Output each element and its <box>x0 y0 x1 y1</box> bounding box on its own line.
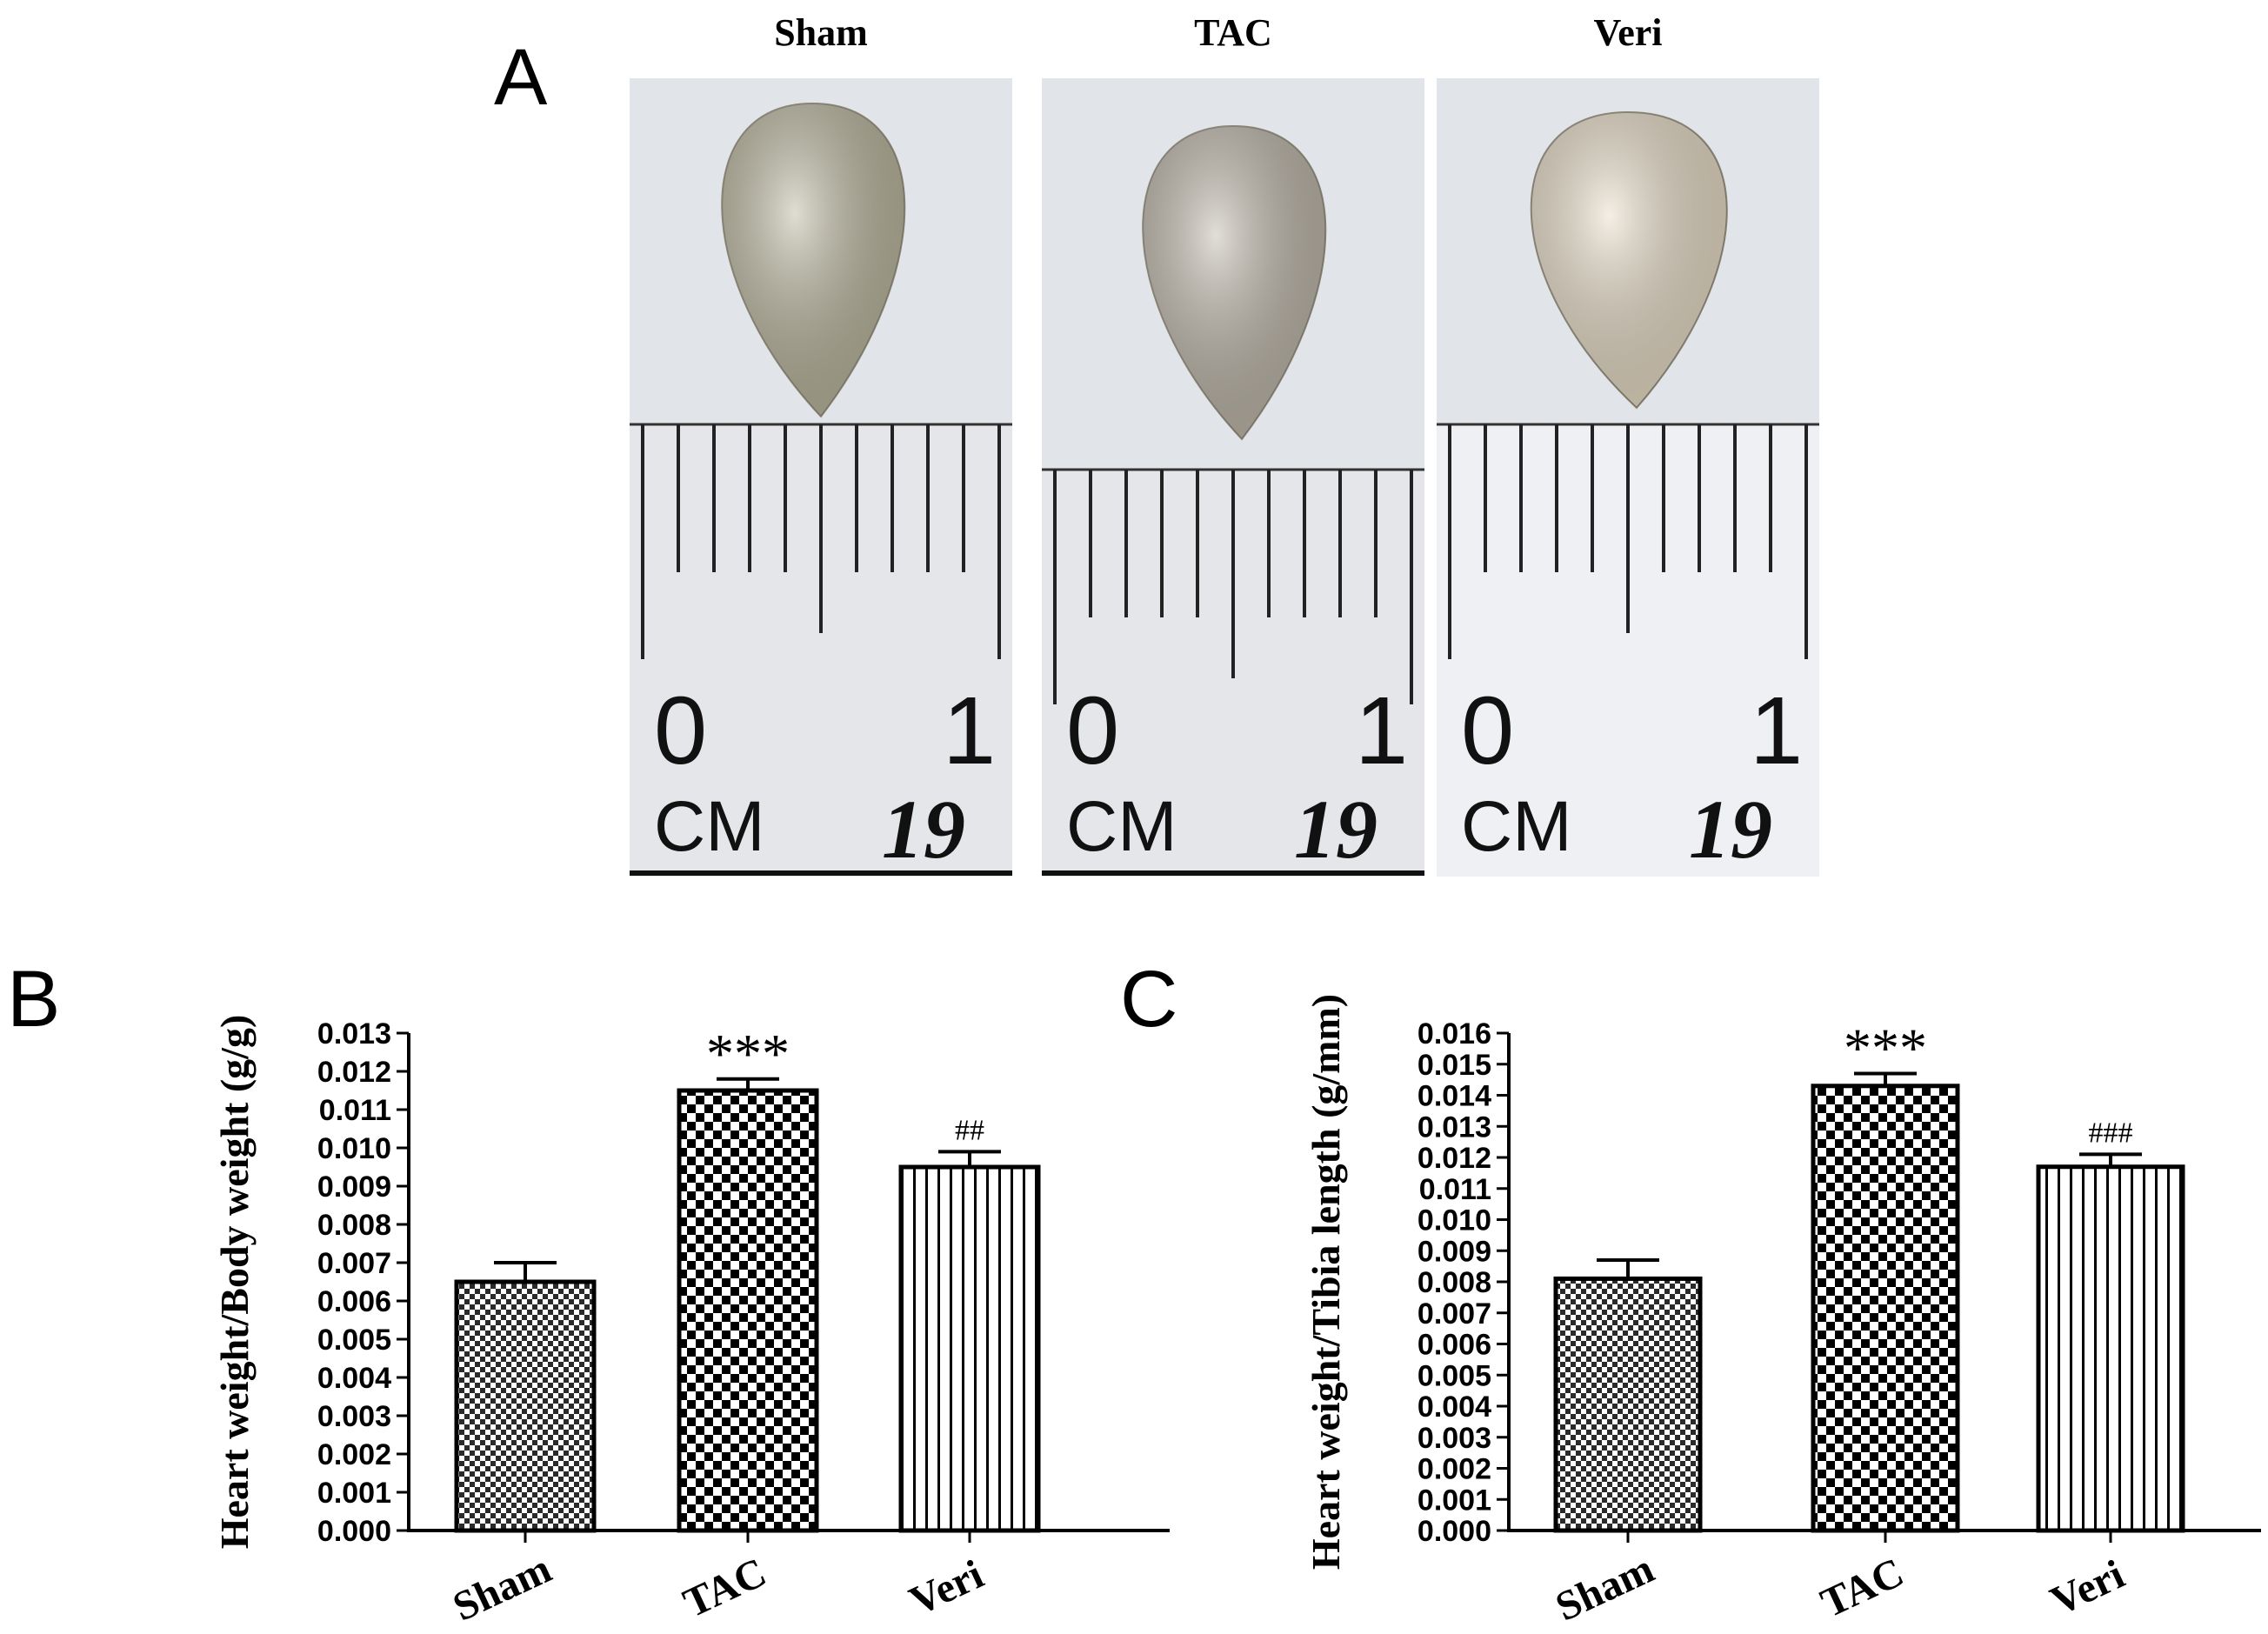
ruler-label-one: 1 <box>943 677 996 784</box>
y-tick-label: 0.002 <box>317 1438 391 1471</box>
y-tick-label: 0.008 <box>1418 1266 1491 1299</box>
y-tick-label: 0.003 <box>1418 1422 1491 1455</box>
bar-tac <box>677 1088 819 1533</box>
y-tick-label: 0.015 <box>1418 1049 1491 1082</box>
photo-title-sham: Sham <box>774 11 868 54</box>
bar-tac <box>1811 1084 1960 1533</box>
y-tick-label: 0.009 <box>1418 1235 1491 1268</box>
ruler-label-one: 1 <box>1355 677 1408 784</box>
x-tick-label-sham: Sham <box>446 1545 558 1631</box>
ruler-mark-label: 19 <box>1689 783 1772 876</box>
y-tick-label: 0.005 <box>317 1324 391 1357</box>
y-tick-label: 0.014 <box>1418 1080 1491 1113</box>
panel-b-letter: B <box>7 955 60 1044</box>
y-tick-label: 0.011 <box>319 1094 391 1127</box>
bar-chart-b: Heart weight/Body weight (g/g) 0.000 0.001… <box>212 1015 1170 1631</box>
y-axis-label: Heart weight/Tibia length (g/mm) <box>1304 994 1348 1570</box>
y-tick-label: 0.012 <box>317 1056 391 1089</box>
x-tick-label-veri: Veri <box>2044 1551 2131 1624</box>
y-tick-label: 0.000 <box>1418 1515 1491 1548</box>
ruler-label-zero: 0 <box>654 677 707 784</box>
y-tick-label: 0.010 <box>317 1132 391 1165</box>
significance-mark-tac: *** <box>706 1023 790 1084</box>
y-tick-label: 0.012 <box>1418 1142 1491 1175</box>
heart-shading <box>722 103 905 417</box>
x-tick-label-tac: TAC <box>1814 1549 1911 1626</box>
y-tick-label: 0.004 <box>1418 1391 1491 1424</box>
y-tick-label: 0.005 <box>1418 1359 1491 1392</box>
significance-mark-veri: ## <box>955 1114 984 1146</box>
heart-photo-tac: TAC 0 1 CM 19 <box>1042 11 1424 877</box>
x-tick-label-veri: Veri <box>903 1551 991 1624</box>
y-tick-label: 0.001 <box>1418 1484 1491 1517</box>
y-tick-label: 0.010 <box>1418 1204 1491 1237</box>
panel-a-letter: A <box>494 33 548 122</box>
photo-title-tac: TAC <box>1194 11 1272 54</box>
ruler-unit-label: CM <box>1066 787 1177 866</box>
bar-sham <box>1553 1276 1703 1533</box>
bar-sham <box>454 1279 597 1533</box>
y-tick-label: 0.002 <box>1418 1453 1491 1486</box>
y-tick-label: 0.016 <box>1418 1017 1491 1050</box>
x-tick-label-sham: Sham <box>1549 1545 1661 1631</box>
ruler-label-zero: 0 <box>1066 677 1119 784</box>
y-tick-label: 0.003 <box>317 1400 391 1433</box>
panel-c-letter: C <box>1120 955 1177 1044</box>
bar-veri <box>898 1164 1041 1533</box>
y-tick-label: 0.000 <box>317 1515 391 1548</box>
ruler-unit-label: CM <box>654 787 765 866</box>
ruler-label-one: 1 <box>1750 677 1803 784</box>
heart-shading <box>1531 112 1727 408</box>
y-tick-label: 0.013 <box>317 1017 391 1050</box>
y-tick-label: 0.004 <box>317 1362 391 1395</box>
y-tick-label: 0.013 <box>1418 1110 1491 1144</box>
ruler-unit-label: CM <box>1461 787 1572 866</box>
y-axis-label: Heart weight/Body weight (g/g) <box>212 1015 257 1550</box>
y-tick-label: 0.001 <box>317 1477 391 1510</box>
y-tick-label: 0.006 <box>317 1285 391 1318</box>
heart-shading <box>1143 126 1326 439</box>
ruler-mark-label: 19 <box>882 783 965 876</box>
significance-mark-veri: ### <box>2089 1117 2133 1149</box>
y-tick-label: 0.007 <box>317 1247 391 1280</box>
photo-title-veri: Veri <box>1593 11 1662 54</box>
ruler-label-zero: 0 <box>1461 677 1514 784</box>
heart-photo-sham: Sham 0 1 CM 19 <box>630 11 1012 877</box>
y-tick-label: 0.007 <box>1418 1297 1491 1331</box>
significance-mark-tac: *** <box>1844 1017 1927 1078</box>
bar-chart-c: Heart weight/Tibia length (g/mm) 0.0000.0… <box>1304 994 2261 1631</box>
x-tick-label-tac: TAC <box>677 1549 773 1626</box>
y-tick-label: 0.008 <box>317 1209 391 1242</box>
heart-photo-veri: Veri 0 1 CM 19 <box>1437 11 1819 877</box>
y-tick-label: 0.011 <box>1419 1173 1491 1206</box>
bar-veri <box>2036 1164 2185 1533</box>
y-tick-label: 0.009 <box>317 1170 391 1204</box>
y-tick-label: 0.006 <box>1418 1329 1491 1362</box>
ruler-mark-label: 19 <box>1294 783 1377 876</box>
